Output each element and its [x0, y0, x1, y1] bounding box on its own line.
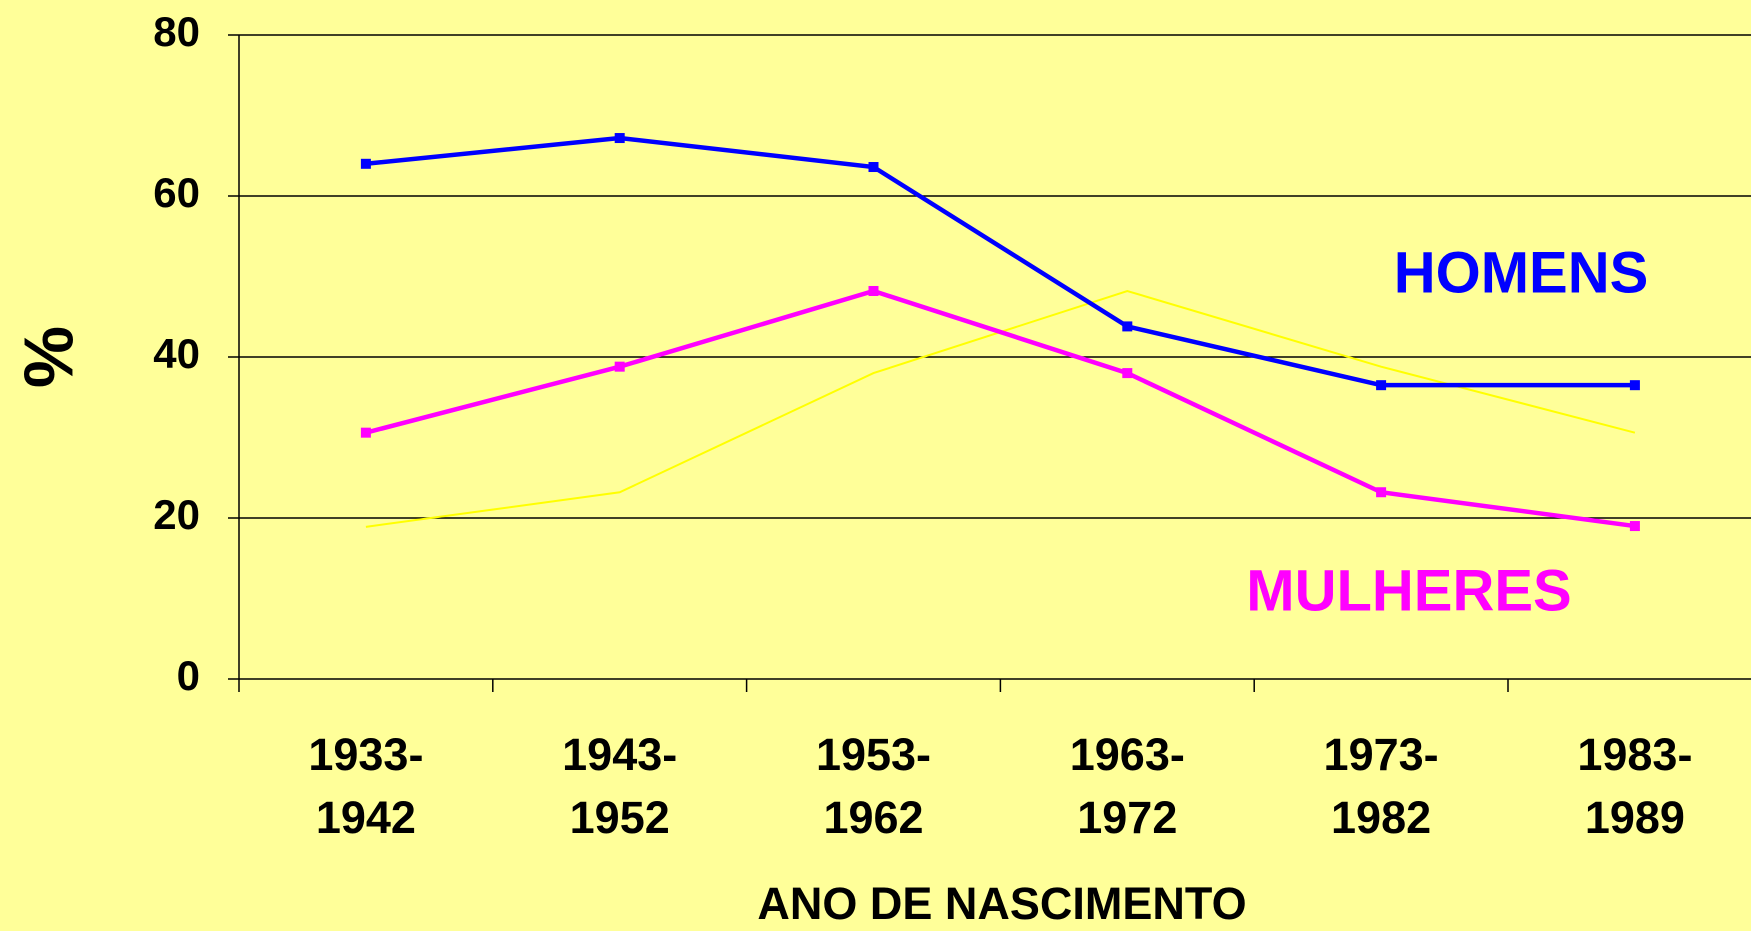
x-tick-label-line: 1943-: [562, 729, 677, 780]
x-tick-label-line: 1973-: [1324, 729, 1439, 780]
x-tick-label-line: 1982: [1331, 792, 1431, 843]
marker: [360, 427, 371, 438]
y-tick-label: 40: [153, 330, 200, 377]
x-tick-label: 1943- 1952: [562, 729, 677, 843]
x-tick-label: 1953- 1962: [816, 729, 931, 843]
marker: [868, 162, 879, 173]
marker: [1376, 380, 1387, 391]
marker: [1122, 321, 1133, 332]
series-label: MULHERES: [1246, 558, 1571, 623]
x-tick-label-line: 1953-: [816, 729, 931, 780]
x-tick-label: 1983- 1989: [1577, 729, 1692, 843]
x-tick-label: 1963- 1972: [1070, 729, 1185, 843]
y-tick-label: 20: [153, 491, 200, 538]
x-tick-label-line: 1983-: [1577, 729, 1692, 780]
x-tick-label-line: 1972: [1077, 792, 1177, 843]
x-tick-label-line: 1952: [570, 792, 670, 843]
marker: [1376, 487, 1387, 498]
x-tick-label: 1973- 1982: [1324, 729, 1439, 843]
x-axis-label: ANO DE NASCIMENTO: [757, 878, 1246, 929]
y-tick-label: 60: [153, 169, 200, 216]
marker: [1122, 368, 1133, 379]
marker: [868, 285, 879, 296]
marker: [1629, 521, 1640, 532]
x-tick-label-line: 1963-: [1070, 729, 1185, 780]
series-line: [365, 288, 1636, 529]
x-tick-label-line: 1989: [1585, 792, 1685, 843]
series-line: [365, 135, 1635, 388]
marker: [360, 158, 371, 169]
y-axis-label: %: [9, 326, 87, 388]
marker: [1629, 380, 1640, 391]
marker: [614, 133, 625, 144]
marker: [614, 361, 625, 372]
x-tick-label-line: 1942: [316, 792, 416, 843]
y-tick-label: 0: [177, 652, 200, 699]
series-label: HOMENS: [1394, 240, 1649, 305]
x-tick-label-line: 1933-: [308, 729, 423, 780]
x-tick-label: 1933- 1942: [308, 729, 423, 843]
y-tick-label: 80: [153, 8, 200, 55]
x-tick-label-line: 1962: [823, 792, 923, 843]
